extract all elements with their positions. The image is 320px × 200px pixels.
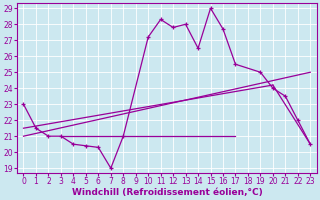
X-axis label: Windchill (Refroidissement éolien,°C): Windchill (Refroidissement éolien,°C) (72, 188, 262, 197)
